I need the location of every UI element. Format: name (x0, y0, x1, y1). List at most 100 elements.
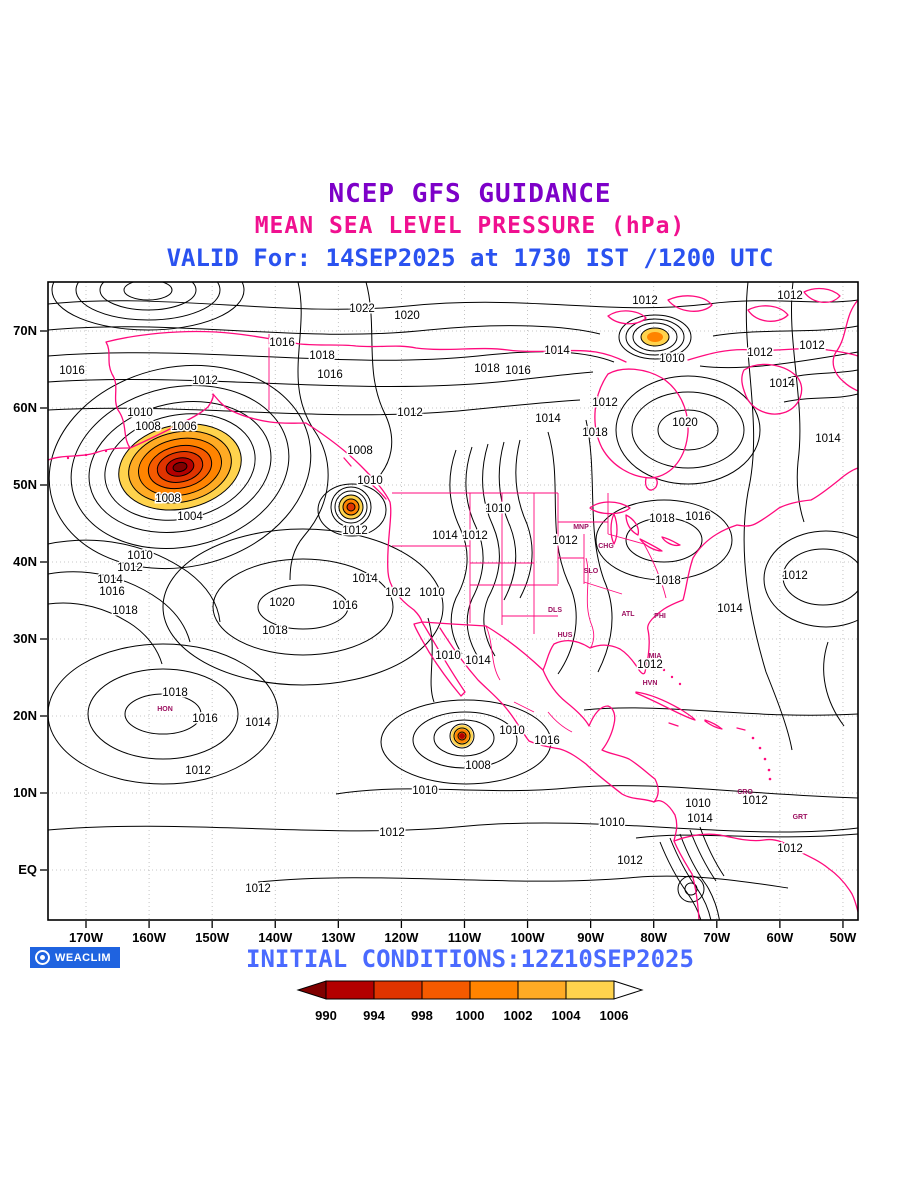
isobar-contours (48, 282, 858, 920)
coastline-james-bay (644, 476, 658, 491)
lon-tick-label: 120W (384, 930, 419, 944)
isobar (335, 785, 858, 799)
station-id-label: ATL (621, 611, 635, 618)
contour-value-label: 1018 (162, 687, 188, 699)
contour-value-label: 1022 (349, 303, 375, 315)
isobar (743, 282, 793, 751)
contour-value-label: 1014 (815, 433, 841, 445)
station-id-label: CRO (737, 789, 753, 796)
coastline-alaska-south (129, 393, 307, 449)
contour-value-label: 1008 (155, 493, 181, 505)
contour-value-label: 1014 (465, 655, 491, 667)
isobar (699, 351, 858, 369)
isobar (48, 822, 858, 833)
weaclim-logo-text: WEACLIM (55, 951, 112, 964)
coastline-yucatan (542, 669, 659, 803)
contour-value-label: 1020 (672, 417, 698, 429)
bahamas (662, 668, 682, 686)
coastline-puerto-rico (736, 727, 746, 731)
isobar (583, 707, 858, 716)
contour-value-label: 1008 (347, 445, 373, 457)
coastline-haida-gwaii (343, 457, 352, 467)
weaclim-logo-dot (40, 955, 45, 960)
contour-value-label: 1016 (192, 713, 218, 725)
aleutian-island (84, 453, 88, 457)
contour-value-label: 1012 (379, 827, 405, 839)
contour-value-label: 1020 (394, 310, 420, 322)
gridlines (48, 282, 858, 920)
coastline-aleutians (48, 447, 131, 461)
pacific-high-contours (162, 528, 444, 686)
isobar (257, 875, 789, 889)
lat-tick-label: 70N (13, 323, 37, 338)
coastline-mexico-pacific (439, 627, 700, 920)
colorbar-tick-label: 998 (411, 1008, 433, 1023)
lon-tick-label: 160W (132, 930, 167, 944)
lon-tick-label: 90W (577, 930, 604, 944)
lon-tick-label: 50W (830, 930, 857, 944)
coastline-jamaica (668, 722, 679, 727)
colorbar-left-arrow (296, 980, 327, 1000)
lon-tick-label: 130W (321, 930, 356, 944)
coastline-alaska-arctic (105, 330, 627, 449)
station-id-label: HUS (558, 632, 573, 639)
isobar (635, 833, 858, 839)
isobar (365, 282, 393, 483)
isobar (48, 351, 615, 363)
title-line-field: MEAN SEA LEVEL PRESSURE (hPa) (254, 213, 686, 239)
contour-value-label: 1014 (535, 413, 561, 425)
coastline-greenland (832, 299, 858, 392)
isobar (585, 419, 613, 673)
contour-value-label: 1010 (435, 650, 461, 662)
colorbar-cell (325, 980, 375, 1000)
station-id-label: HVN (643, 680, 658, 687)
arctic-ridge-contours (51, 282, 245, 331)
arctic-islands (607, 287, 841, 415)
contour-value-label: 1012 (592, 397, 618, 409)
contour-value-label: 1008 (465, 760, 491, 772)
rockies-contour-bundle (449, 439, 533, 658)
contour-value-label: 1010 (127, 550, 153, 562)
aleutian-island (104, 449, 108, 453)
contour-value-label: 1012 (617, 855, 643, 867)
contour-value-label: 1016 (317, 369, 343, 381)
lon-tick-label: 110W (448, 930, 482, 944)
lat-tick-label: 50N (13, 477, 37, 492)
mexico-state-borders (485, 625, 573, 733)
contour-value-label: 1012 (185, 765, 211, 777)
station-id-label: DLS (548, 607, 562, 614)
contour-value-label: 1012 (632, 295, 658, 307)
contour-value-label: 1014 (97, 574, 123, 586)
lat-tick-label: 30N (13, 631, 37, 646)
contour-value-label: 1012 (637, 659, 663, 671)
contour-value-label: 1020 (269, 597, 295, 609)
contour-value-label: 1016 (269, 337, 295, 349)
contour-value-label: 1012 (552, 535, 578, 547)
map-frame (47, 281, 859, 921)
coastline-cuba (635, 691, 696, 721)
contour-value-label: 1012 (342, 525, 368, 537)
alaska-low (48, 364, 312, 570)
pressure-colorbar: 990 994 998 1000 1002 1004 1006 (296, 980, 644, 1023)
contour-value-label: 1014 (352, 573, 378, 585)
contour-value-label: 1016 (534, 735, 560, 747)
isobar (289, 282, 329, 581)
lon-tick-label: 100W (511, 930, 546, 944)
isobar (48, 399, 581, 416)
coastline-gulf-east-coast (421, 467, 858, 675)
map-area (48, 282, 858, 920)
canada-high-contours (615, 375, 761, 485)
contour-value-label: 1018 (582, 427, 608, 439)
subtropical-high-contours (48, 643, 279, 785)
lat-tick-label: 40N (13, 554, 37, 569)
aleutian-island (66, 456, 70, 460)
contour-label-layer: 1022 1020 1012 1012 1012 1016 1018 1016 1014 1018… (58, 289, 843, 897)
atlantic-high-contours (763, 530, 858, 628)
isobar (48, 371, 594, 388)
contour-value-label: 1018 (474, 363, 500, 375)
contour-value-label: 1014 (245, 717, 271, 729)
weaclim-logo: WEACLIM (30, 947, 121, 968)
lat-tick-label: 60N (13, 400, 37, 415)
contour-value-label: 1008 (135, 421, 161, 433)
